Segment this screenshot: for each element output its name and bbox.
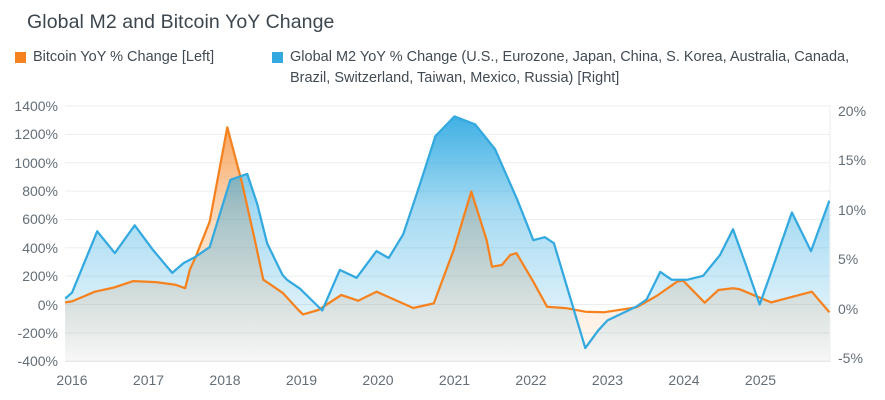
chart-title: Global M2 and Bitcoin YoY Change — [27, 11, 335, 33]
series-lines — [65, 115, 830, 350]
x-axis-tick: 2019 — [285, 372, 318, 388]
m2-area — [65, 116, 830, 362]
right-axis-tick: 0% — [838, 300, 859, 317]
right-axis-tick: 5% — [838, 251, 859, 267]
legend-label-m2: Global M2 YoY % Change (U.S., Eurozone, … — [290, 49, 850, 86]
right-axis-tick: 20% — [838, 102, 867, 119]
series-areas — [65, 116, 830, 362]
right-axis-tick: -5% — [838, 350, 863, 366]
left-axis-tick: 1000% — [14, 154, 58, 171]
x-axis-tick: 2022 — [515, 372, 547, 388]
left-axis-tick: 1400% — [14, 98, 58, 115]
legend-item-m2[interactable]: Global M2 YoY % Change (U.S., Eurozone, … — [272, 47, 868, 89]
left-axis-tick: 400% — [22, 239, 58, 256]
x-axis-tick: 2018 — [209, 372, 241, 388]
x-axis-tick: 2020 — [362, 372, 394, 388]
right-axis-tick: 15% — [838, 152, 867, 168]
left-axis-tick: 0% — [37, 296, 58, 313]
left-axis-tick: 1200% — [14, 126, 58, 143]
left-axis-tick: 200% — [22, 268, 58, 285]
left-axis-tick: -400% — [17, 353, 58, 370]
m2-line — [65, 115, 830, 350]
bitcoin-series-swatch-icon — [15, 52, 26, 63]
x-axis-tick: 2017 — [132, 372, 165, 388]
left-axis-tick: 600% — [22, 211, 58, 228]
legend-item-bitcoin[interactable]: Bitcoin YoY % Change [Left] — [15, 47, 214, 68]
legend-label-bitcoin: Bitcoin YoY % Change [Left] — [33, 49, 215, 65]
left-axis-tick: -200% — [17, 324, 58, 341]
x-axis-tick: 2023 — [591, 372, 624, 388]
x-axis-tick: 2016 — [56, 372, 88, 388]
bitcoin-line — [65, 126, 830, 316]
left-axis-tick: 800% — [22, 183, 58, 200]
m2-series-swatch-icon — [272, 52, 283, 63]
x-axis-tick: 2025 — [744, 372, 777, 388]
x-axis-tick: 2021 — [438, 372, 471, 388]
right-axis-tick: 10% — [838, 201, 867, 218]
x-axis-tick: 2024 — [668, 372, 700, 388]
